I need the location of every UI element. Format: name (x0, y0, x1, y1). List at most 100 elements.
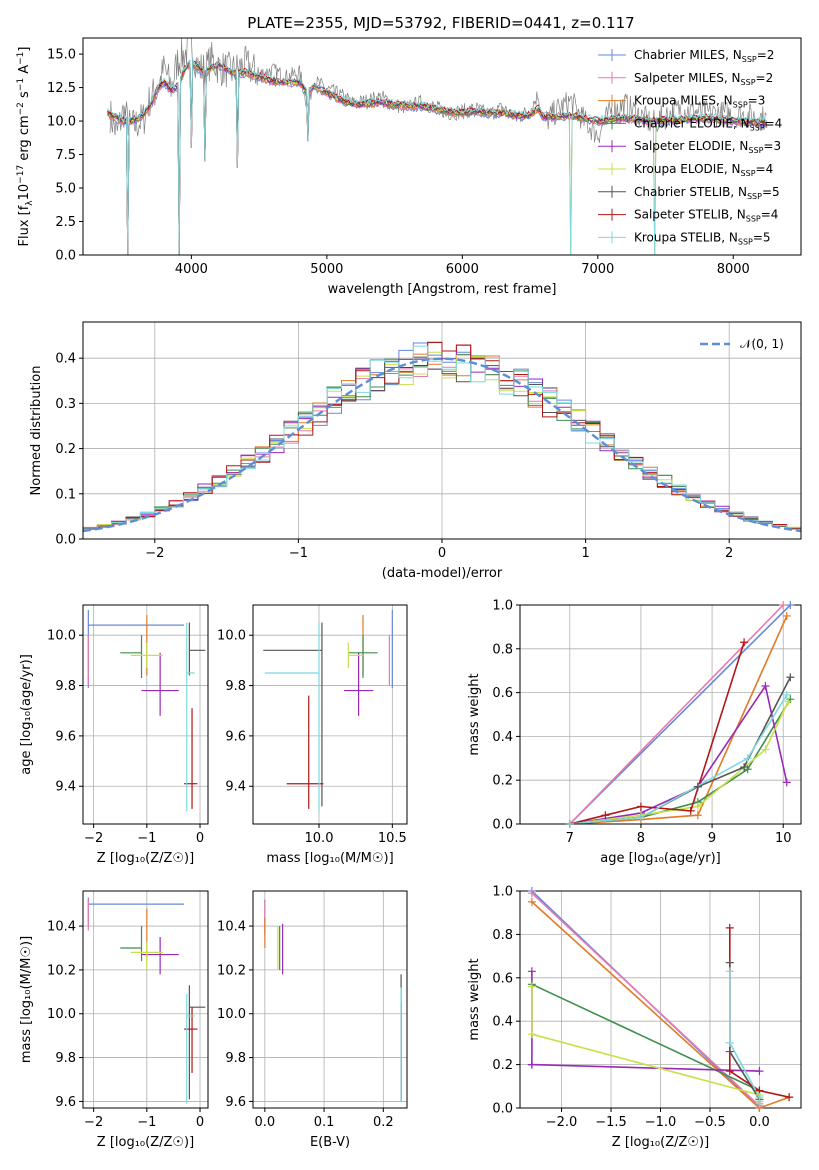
x-axis-label: wavelength [Angstrom, rest frame] (328, 282, 557, 297)
mass-weight-marker (686, 806, 695, 815)
y-tick-label: 5.0 (55, 182, 76, 197)
x-axis-label: Z [log₁₀(Z/Z☉)] (97, 1135, 194, 1150)
errorbar-point (264, 622, 320, 812)
y-tick-label: 10.0 (47, 629, 76, 644)
mass-weight-marker (784, 697, 793, 706)
model-spectrum-line (107, 58, 768, 255)
y-axis-label: mass weight (467, 673, 482, 755)
y-axis-label: Normed distribution (29, 366, 44, 496)
y-tick-label: 10.0 (47, 115, 76, 130)
x-axis-label: age [log₁₀(age/yr)] (600, 851, 721, 866)
x-tick-label: 6000 (446, 262, 479, 277)
errorbar-point (120, 635, 143, 678)
legend-sub: SSP (738, 237, 753, 246)
errorbar-point (343, 652, 374, 716)
y-label-part: erg cm (17, 115, 32, 164)
y-tick-label: 9.8 (55, 1051, 76, 1066)
mass-weight-marker (761, 682, 770, 691)
axes-frame (519, 604, 802, 825)
legend-sub: SSP (748, 146, 763, 155)
x-tick-label: −2.0 (546, 1115, 578, 1130)
y-axis-label: Flux [fλ10−17 erg cm−2 s−1 A−1] (16, 47, 35, 247)
legend-text: =4 (756, 162, 774, 176)
mass-weight-marker (786, 673, 795, 682)
axes-frame (82, 37, 802, 256)
y-label-part: −1 (16, 52, 26, 65)
x-tick-label: −1 (289, 546, 308, 561)
y-tick-label: 0.0 (55, 533, 76, 548)
legend-text: Chabrier MILES, N (634, 48, 742, 62)
legend-entry: 𝒩(0, 1) (740, 337, 784, 351)
y-label-part: −2 (16, 102, 26, 115)
panel-weight_vs_age: 7 8 9 10 0.0 0.2 0.4 0.6 0.8 1.0 age [log₁₀(age/yr… (467, 599, 802, 866)
mass-weight-marker (725, 1038, 734, 1047)
errorbar-point (263, 622, 323, 807)
y-tick-label: 12.5 (47, 81, 76, 96)
x-tick-label: −1 (137, 831, 156, 846)
y-tick-label: 15.0 (47, 48, 76, 63)
y-tick-label: 9.4 (225, 780, 246, 795)
panel-age_vs_Z: −2 −1 0 9.4 9.6 9.8 10.0 Z [log₁₀(Z/Z☉)] age [lo… (19, 604, 209, 866)
legend-sub: SSP (741, 78, 756, 87)
mass-weight-line (569, 605, 784, 824)
y-tick-label: 0.2 (492, 774, 513, 789)
panel-spectrum: 4000 5000 6000 7000 8000 0.0 2.5 5.0 7.5 10.0 12.5… (16, 37, 802, 297)
mass-weight-marker (782, 778, 791, 787)
mass-weight-marker (527, 1060, 536, 1069)
x-tick-label: 4000 (175, 262, 208, 277)
errorbar-point (186, 994, 195, 1104)
mass-weight-marker (782, 611, 791, 620)
plot-area-mass_vs_Z (87, 897, 206, 1104)
mass-weight-marker (779, 601, 788, 609)
legend-entry: Salpeter MILES, NSSP=2 (634, 71, 773, 87)
legend-entry: Salpeter STELIB, NSSP=4 (634, 208, 778, 224)
mass-weight-line (569, 605, 791, 824)
mass-weight-marker (755, 1099, 764, 1108)
mass-weight-marker (527, 897, 536, 906)
plot-area-mass_vs_ebv (264, 899, 402, 1102)
y-tick-label: 7.5 (55, 148, 76, 163)
y-label-part: ] (17, 47, 32, 52)
axes-frame (252, 604, 408, 825)
y-tick-label: 0.4 (492, 1015, 513, 1030)
observed-spectrum (109, 38, 768, 144)
y-label-part: A (17, 65, 32, 78)
x-tick-label: 0 (438, 546, 446, 561)
errorbar-point (188, 622, 206, 676)
y-tick-label: 9.4 (55, 780, 76, 795)
y-tick-label: 9.6 (225, 729, 246, 744)
mass-weight-marker (636, 802, 645, 811)
y-tick-label: 10.0 (47, 1007, 76, 1022)
plot-area-age_vs_mass (263, 610, 393, 812)
x-tick-label: 0 (196, 831, 204, 846)
x-tick-label: 2 (725, 546, 733, 561)
legend-sub: SSP (741, 169, 756, 178)
mass-weight-marker (743, 754, 752, 763)
errorbar-point (130, 941, 163, 970)
x-tick-label: 9 (708, 831, 716, 846)
y-tick-label: 0.6 (492, 686, 513, 701)
legend-text: Chabrier STELIB, N (634, 185, 747, 199)
panel-age_vs_mass: 10.0 10.5 9.4 9.6 9.8 10.0 mass [log₁₀(M/M☉)] (217, 604, 408, 866)
x-tick-label: −1 (137, 1115, 156, 1130)
y-tick-label: 9.8 (225, 679, 246, 694)
x-tick-label: 0.1 (314, 1115, 335, 1130)
legend-text: =3 (763, 139, 781, 153)
mass-weight-marker (527, 1030, 536, 1039)
x-tick-label: 10.5 (378, 831, 407, 846)
y-tick-label: 1.0 (492, 885, 513, 900)
legend-text: =5 (753, 230, 771, 244)
y-label-part: 10 (17, 184, 32, 201)
x-tick-label: 0.0 (255, 1115, 276, 1130)
normal-reference-curve (83, 357, 801, 533)
mass-weight-marker (693, 782, 702, 791)
x-tick-label: −2 (145, 546, 164, 561)
mass-weight-marker (527, 889, 536, 898)
legend-text: Chabrier ELODIE, N (634, 116, 750, 130)
x-axis-label: Z [log₁₀(Z/Z☉)] (612, 1135, 709, 1150)
panel-residuals: −2 −1 0 1 2 0.0 0.1 0.2 0.3 0.4 (data-model)/error… (29, 321, 802, 581)
mass-weight-marker (601, 811, 610, 820)
y-label-part: −1 (16, 78, 26, 91)
y-tick-label: 10.0 (217, 1007, 246, 1022)
mass-weight-marker (755, 1067, 764, 1076)
